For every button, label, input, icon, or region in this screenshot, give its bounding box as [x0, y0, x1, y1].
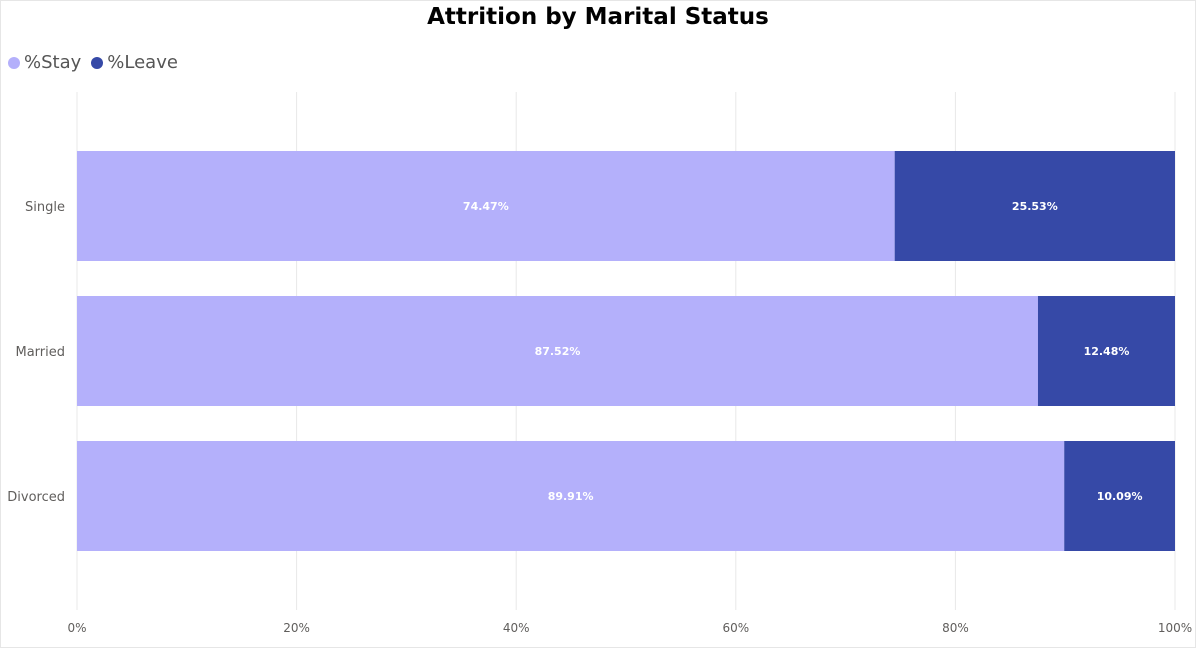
category-label: Married [15, 345, 65, 360]
x-tick-label: 100% [1158, 621, 1192, 635]
category-label: Single [25, 200, 65, 215]
data-label: 10.09% [1097, 490, 1143, 503]
legend-label-stay: %Stay [24, 52, 82, 73]
legend-marker-leave [91, 56, 104, 69]
legend-item-leave[interactable]: %Leave [91, 52, 178, 73]
x-tick-label: 20% [283, 621, 310, 635]
bar-leave[interactable] [1037, 296, 1175, 406]
legend-label-leave: %Leave [107, 52, 178, 73]
chart-title: Attrition by Marital Status [427, 4, 769, 30]
bar-stay[interactable] [77, 151, 895, 261]
x-tick-label: 60% [722, 621, 749, 635]
data-label: 25.53% [1012, 200, 1058, 213]
data-label: 89.91% [548, 490, 594, 503]
data-label: 74.47% [463, 200, 509, 213]
data-label: 12.48% [1084, 345, 1130, 358]
x-tick-label: 40% [503, 621, 530, 635]
bar-leave[interactable] [894, 151, 1175, 261]
legend: %Stay %Leave [8, 52, 188, 73]
data-label: 87.52% [535, 345, 581, 358]
category-label: Divorced [7, 490, 65, 505]
x-tick-label: 80% [942, 621, 969, 635]
legend-marker-stay [8, 56, 20, 69]
bar-stay[interactable] [77, 296, 1038, 406]
x-tick-label: 0% [67, 621, 86, 635]
bar-stay[interactable] [77, 441, 1065, 551]
bar-leave[interactable] [1064, 441, 1175, 551]
legend-item-stay[interactable]: %Stay [8, 52, 81, 73]
